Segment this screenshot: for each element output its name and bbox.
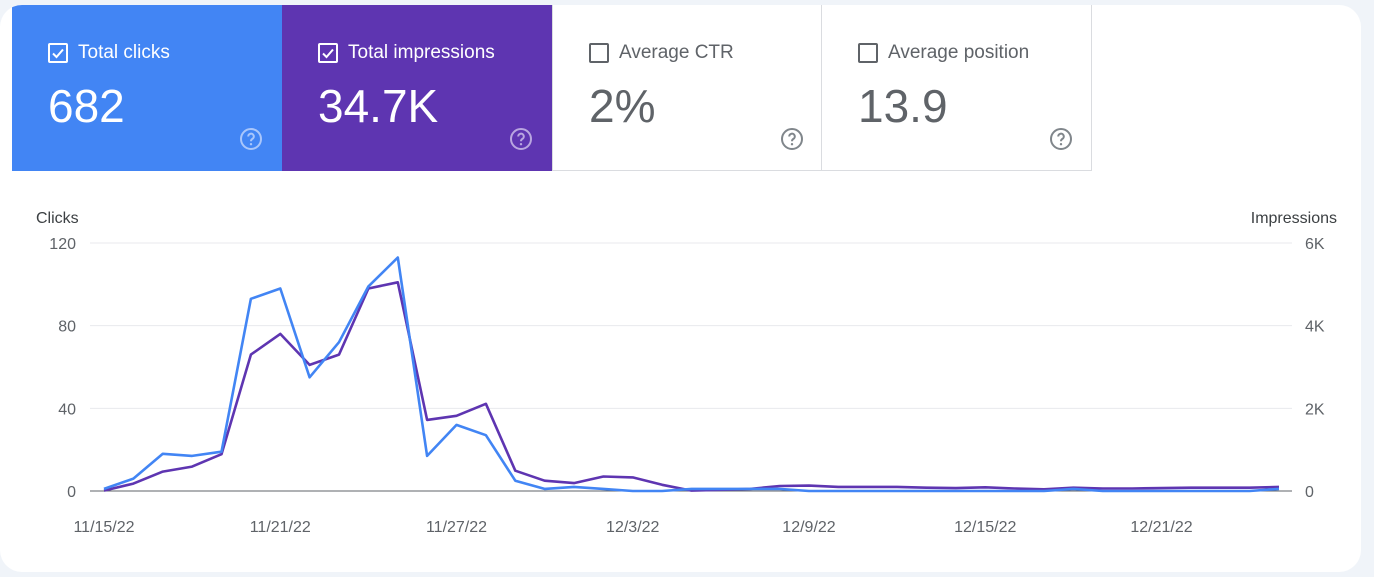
metric-tabs: Total clicks 682 Total impressions 34.7K… <box>12 5 1092 171</box>
metric-average-ctr[interactable]: Average CTR 2% <box>552 5 822 171</box>
help-circle-icon[interactable] <box>1049 127 1073 151</box>
checkbox-icon[interactable] <box>858 43 878 63</box>
x-tick-label: 12/15/22 <box>954 519 1016 536</box>
series-line-impressions <box>103 280 1280 492</box>
y-tick-label-right: 6K <box>1305 236 1325 253</box>
metric-value: 34.7K <box>318 80 439 132</box>
y-tick-label-right: 2K <box>1305 401 1325 418</box>
metric-label: Total impressions <box>348 42 495 63</box>
y-axis-label-right: Impressions <box>1251 210 1337 227</box>
metric-value: 682 <box>48 80 125 132</box>
x-tick-label: 12/3/22 <box>606 519 659 536</box>
metric-average-position[interactable]: Average position 13.9 <box>822 5 1092 171</box>
x-tick-label: 11/21/22 <box>250 519 311 536</box>
checkbox-icon[interactable] <box>318 43 338 63</box>
help-circle-icon[interactable] <box>780 127 804 151</box>
x-tick-label: 12/9/22 <box>782 519 835 536</box>
y-tick-label-left: 0 <box>67 484 76 501</box>
series-line-clicks <box>103 256 1280 493</box>
metric-total-impressions[interactable]: Total impressions 34.7K <box>282 5 552 171</box>
x-tick-label: 12/21/22 <box>1130 519 1192 536</box>
checkbox-icon[interactable] <box>48 43 68 63</box>
metric-label: Total clicks <box>78 42 170 63</box>
metric-label: Average position <box>888 42 1030 63</box>
metric-value: 13.9 <box>858 80 948 132</box>
y-axis-label-left: Clicks <box>36 210 79 227</box>
metric-total-clicks[interactable]: Total clicks 682 <box>12 5 282 171</box>
metric-label: Average CTR <box>619 42 734 63</box>
y-tick-label-right: 4K <box>1305 319 1325 336</box>
x-tick-label: 11/15/22 <box>73 519 134 536</box>
checkbox-icon[interactable] <box>589 43 609 63</box>
y-tick-label-right: 0 <box>1305 484 1314 501</box>
performance-card: Total clicks 682 Total impressions 34.7K… <box>0 5 1361 572</box>
x-tick-label: 11/27/22 <box>426 519 487 536</box>
y-tick-label-left: 80 <box>58 319 76 336</box>
metric-value: 2% <box>589 80 656 132</box>
help-circle-icon[interactable] <box>239 127 263 151</box>
performance-line-chart: Clicks Impressions 0 0 40 2K 80 4K 120 6K 11/15/… <box>36 210 1337 536</box>
y-tick-label-left: 120 <box>49 236 76 253</box>
y-tick-label-left: 40 <box>58 401 76 418</box>
help-circle-icon[interactable] <box>509 127 533 151</box>
